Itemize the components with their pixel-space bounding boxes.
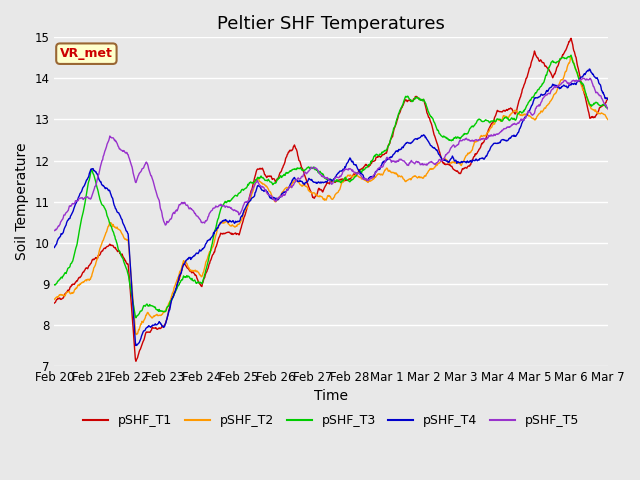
pSHF_T3 [295,166,303,171]
pSHF_T1 [567,36,575,41]
pSHF_T2 [51,297,58,302]
pSHF_T5 [107,134,115,140]
pSHF_T3 [51,282,58,288]
pSHF_T4 [483,153,491,159]
pSHF_T2 [567,54,575,60]
pSHF_T3 [132,315,140,321]
Title: Peltier SHF Temperatures: Peltier SHF Temperatures [218,15,445,33]
pSHF_T2 [107,220,115,226]
pSHF_T5 [483,136,490,142]
pSHF_T2 [431,163,439,169]
pSHF_T5 [492,131,500,137]
pSHF_T2 [295,179,303,185]
pSHF_T1 [51,300,58,306]
pSHF_T5 [275,195,282,201]
pSHF_T4 [275,196,283,202]
pSHF_T1 [431,135,439,141]
pSHF_T2 [493,117,500,122]
pSHF_T1 [132,359,140,364]
Line: pSHF_T5: pSHF_T5 [54,78,608,230]
pSHF_T4 [132,343,140,348]
pSHF_T3 [107,223,115,228]
X-axis label: Time: Time [314,389,348,403]
pSHF_T1 [107,243,115,249]
pSHF_T3 [483,118,491,123]
pSHF_T2 [132,332,140,337]
pSHF_T4 [51,245,58,251]
pSHF_T4 [493,141,500,146]
pSHF_T3 [567,52,575,58]
pSHF_T5 [431,161,438,167]
pSHF_T4 [431,146,439,152]
pSHF_T5 [604,107,612,112]
pSHF_T5 [579,75,587,81]
pSHF_T4 [295,179,303,184]
Line: pSHF_T2: pSHF_T2 [54,57,608,335]
pSHF_T2 [483,131,491,136]
pSHF_T1 [604,95,612,101]
pSHF_T1 [295,157,303,163]
Y-axis label: Soil Temperature: Soil Temperature [15,143,29,260]
Text: VR_met: VR_met [60,47,113,60]
pSHF_T1 [493,109,500,115]
pSHF_T3 [604,105,612,110]
pSHF_T2 [604,117,612,123]
Line: pSHF_T1: pSHF_T1 [54,38,608,361]
pSHF_T4 [604,96,612,102]
pSHF_T4 [586,66,593,72]
pSHF_T2 [275,194,283,200]
Legend: pSHF_T1, pSHF_T2, pSHF_T3, pSHF_T4, pSHF_T5: pSHF_T1, pSHF_T2, pSHF_T3, pSHF_T4, pSHF… [78,409,584,432]
pSHF_T1 [275,173,283,179]
pSHF_T5 [51,228,58,233]
pSHF_T1 [483,132,491,138]
pSHF_T3 [275,175,283,180]
Line: pSHF_T3: pSHF_T3 [54,55,608,318]
pSHF_T4 [107,192,115,197]
pSHF_T3 [431,121,439,127]
pSHF_T5 [294,175,302,181]
Line: pSHF_T4: pSHF_T4 [54,69,608,346]
pSHF_T3 [493,116,500,122]
